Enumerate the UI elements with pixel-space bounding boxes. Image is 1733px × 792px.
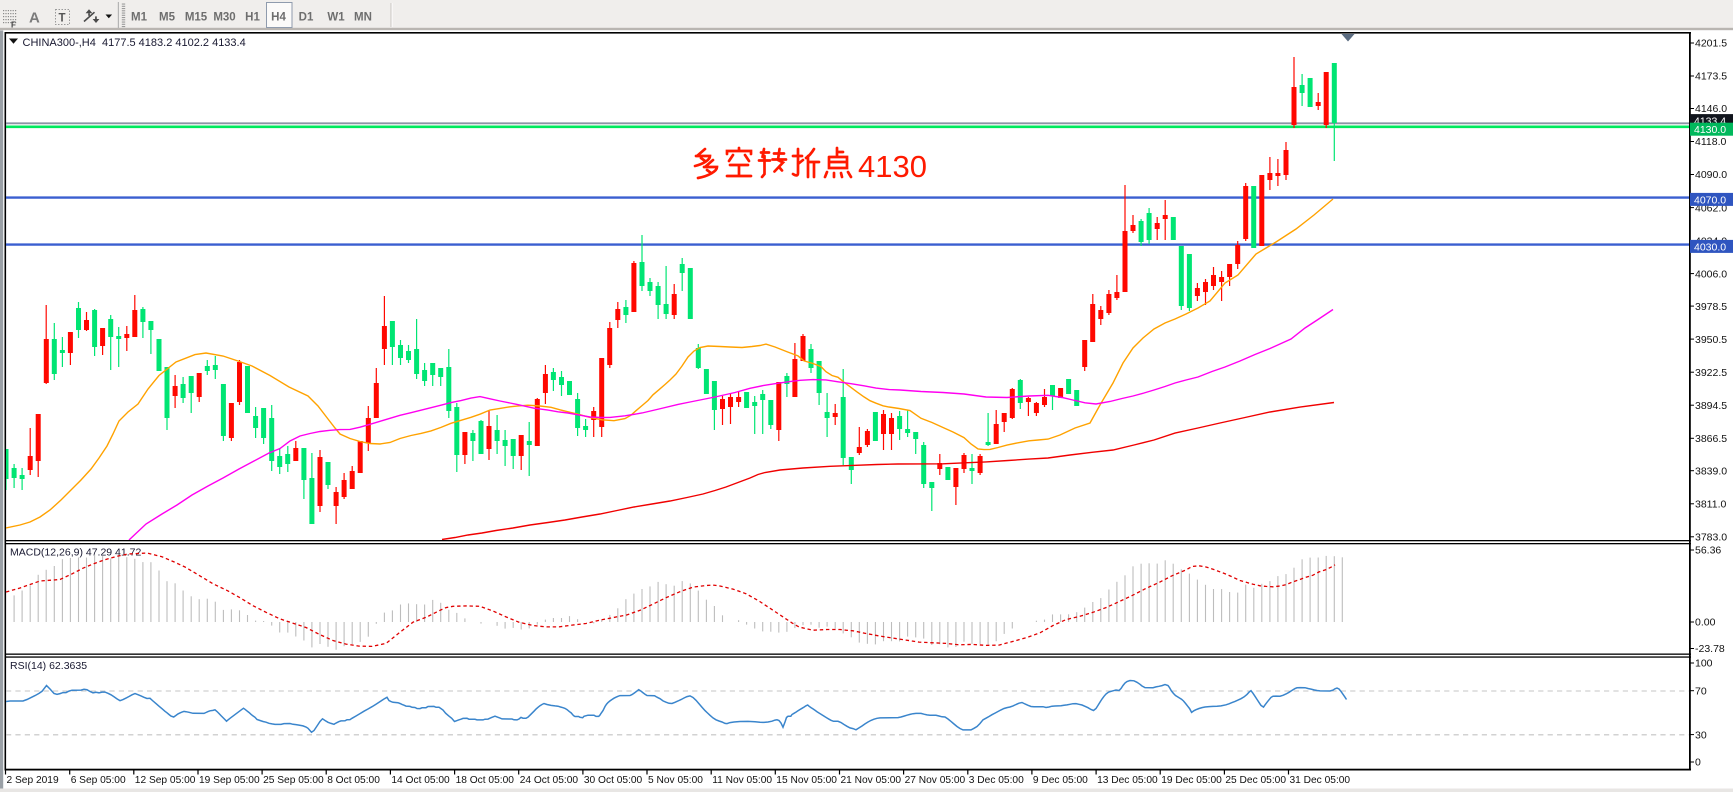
svg-text:M15: M15	[185, 12, 208, 24]
svg-text:W1: W1	[327, 12, 345, 24]
svg-text:13 Dec 05:00: 13 Dec 05:00	[1097, 775, 1158, 786]
svg-text:30: 30	[1695, 729, 1707, 741]
svg-text:MACD(12,26,9) 47.29 41.72: MACD(12,26,9) 47.29 41.72	[10, 547, 141, 559]
svg-text:25 Sep 05:00: 25 Sep 05:00	[263, 775, 324, 786]
svg-text:4130: 4130	[858, 149, 927, 184]
svg-text:M30: M30	[213, 12, 235, 24]
svg-text:5 Nov 05:00: 5 Nov 05:00	[648, 775, 703, 786]
svg-text:MN: MN	[354, 12, 372, 24]
svg-text:12 Sep 05:00: 12 Sep 05:00	[135, 775, 196, 786]
svg-text:4173.5: 4173.5	[1695, 71, 1727, 83]
svg-text:30 Oct 05:00: 30 Oct 05:00	[584, 775, 643, 786]
svg-text:21 Nov 05:00: 21 Nov 05:00	[841, 775, 902, 786]
svg-text:4146.0: 4146.0	[1695, 103, 1727, 115]
svg-text:3978.5: 3978.5	[1695, 301, 1727, 313]
svg-text:19 Dec 05:00: 19 Dec 05:00	[1161, 775, 1222, 786]
svg-text:56.36: 56.36	[1695, 545, 1721, 557]
svg-text:3866.5: 3866.5	[1695, 433, 1727, 445]
svg-text:D1: D1	[299, 12, 314, 24]
svg-text:3811.0: 3811.0	[1695, 499, 1726, 511]
svg-text:-23.78: -23.78	[1695, 643, 1725, 655]
svg-text:3783.0: 3783.0	[1695, 532, 1727, 544]
svg-text:4130.0: 4130.0	[1694, 124, 1726, 136]
svg-text:15 Nov 05:00: 15 Nov 05:00	[776, 775, 837, 786]
svg-text:19 Sep 05:00: 19 Sep 05:00	[199, 775, 260, 786]
svg-text:11 Nov 05:00: 11 Nov 05:00	[712, 775, 772, 786]
svg-text:100: 100	[1695, 658, 1713, 670]
svg-text:3839.0: 3839.0	[1695, 465, 1727, 477]
svg-text:8 Oct 05:00: 8 Oct 05:00	[327, 775, 380, 786]
svg-text:3 Dec 05:00: 3 Dec 05:00	[969, 775, 1024, 786]
svg-text:RSI(14) 62.3635: RSI(14) 62.3635	[10, 660, 87, 672]
svg-text:70: 70	[1695, 685, 1707, 697]
svg-text:4090.0: 4090.0	[1695, 169, 1727, 181]
svg-text:3922.5: 3922.5	[1695, 367, 1727, 379]
svg-text:14 Oct 05:00: 14 Oct 05:00	[391, 775, 450, 786]
svg-text:25 Dec 05:00: 25 Dec 05:00	[1225, 775, 1286, 786]
svg-text:4070.0: 4070.0	[1694, 194, 1726, 206]
svg-text:M1: M1	[131, 12, 148, 24]
svg-text:A: A	[29, 10, 40, 27]
svg-text:4030.0: 4030.0	[1694, 241, 1726, 253]
svg-text:4201.5: 4201.5	[1695, 38, 1727, 50]
svg-text:CHINA300-,H4 4177.5 4183.2 41: CHINA300-,H4 4177.5 4183.2 4102.2 4133.4	[23, 37, 246, 49]
svg-text:2 Sep 2019: 2 Sep 2019	[7, 775, 59, 786]
svg-text:27 Nov 05:00: 27 Nov 05:00	[905, 775, 966, 786]
svg-text:4118.0: 4118.0	[1695, 136, 1726, 148]
svg-text:24 Oct 05:00: 24 Oct 05:00	[520, 775, 579, 786]
svg-text:18 Oct 05:00: 18 Oct 05:00	[456, 775, 515, 786]
svg-text:3950.5: 3950.5	[1695, 334, 1727, 346]
svg-text:F: F	[11, 21, 16, 30]
svg-text:H4: H4	[271, 12, 286, 24]
svg-text:3894.5: 3894.5	[1695, 400, 1727, 412]
svg-text:31 Dec 05:00: 31 Dec 05:00	[1290, 775, 1351, 786]
svg-text:6 Sep 05:00: 6 Sep 05:00	[71, 775, 126, 786]
svg-text:M5: M5	[159, 12, 176, 24]
svg-text:0.00: 0.00	[1695, 617, 1716, 629]
svg-text:0: 0	[1695, 757, 1701, 769]
svg-text:9 Dec 05:00: 9 Dec 05:00	[1033, 775, 1088, 786]
svg-text:4006.0: 4006.0	[1695, 268, 1727, 280]
svg-text:T: T	[59, 13, 66, 25]
svg-text:H1: H1	[245, 12, 260, 24]
